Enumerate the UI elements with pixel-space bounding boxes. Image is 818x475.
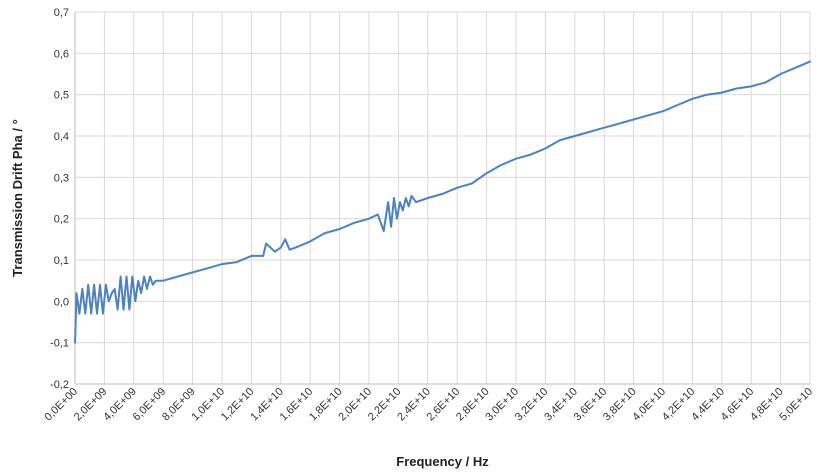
grid-lines — [74, 11, 811, 385]
y-tick-labels: -0,2 -0,1 0,0 0,1 0,2 0,3 0,4 0,5 0,6 0,7 — [50, 7, 69, 391]
series-layer — [74, 60, 811, 344]
x-tick-label: 5,0E+10 — [777, 386, 815, 424]
y-tick-label: 0,0 — [54, 296, 69, 308]
y-tick-label: 0,1 — [54, 255, 69, 267]
y-tick-label: -0,2 — [50, 379, 69, 391]
y-axis-title: Transmission Drift Pha / ° — [10, 119, 25, 277]
y-tick-label: -0,1 — [50, 338, 69, 350]
series-line-0 — [74, 60, 811, 344]
x-tick-labels: 0,0E+002,0E+094,0E+096,0E+098,0E+091,0E+… — [42, 386, 815, 424]
y-tick-label: 0,4 — [54, 131, 69, 143]
y-tick-label: 0,2 — [54, 214, 69, 226]
y-tick-label: 0,7 — [54, 7, 69, 19]
y-tick-label: 0,5 — [54, 90, 69, 102]
y-tick-label: 0,3 — [54, 172, 69, 184]
x-axis-title: Frequency / Hz — [396, 454, 489, 469]
axes — [74, 12, 810, 385]
y-tick-label: 0,6 — [54, 48, 69, 60]
